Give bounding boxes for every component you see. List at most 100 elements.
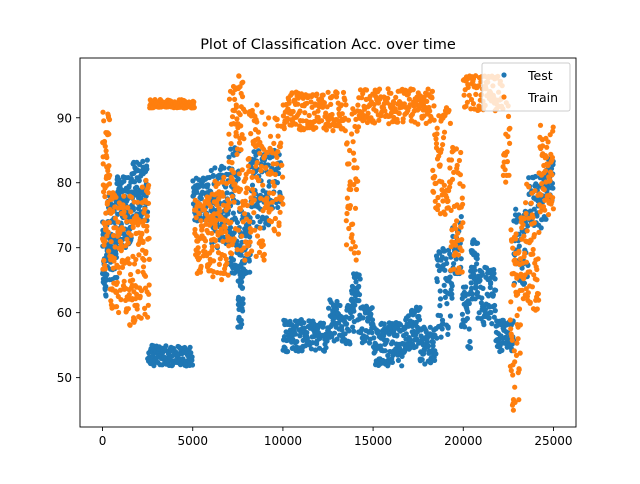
data-point-train: [142, 305, 148, 311]
data-point-test: [371, 335, 377, 341]
data-point-train: [461, 92, 467, 98]
data-point-train: [539, 181, 545, 187]
data-point-test: [449, 291, 455, 297]
data-point-train: [242, 198, 248, 204]
data-point-train: [132, 317, 138, 323]
data-point-train: [137, 293, 143, 299]
data-point-train: [441, 129, 448, 135]
data-point-train: [440, 135, 447, 141]
data-point-test: [538, 225, 544, 231]
data-point-train: [255, 129, 261, 135]
data-point-test: [274, 180, 280, 186]
data-point-train: [120, 202, 126, 208]
data-point-train: [312, 118, 318, 124]
data-point-train: [347, 147, 353, 154]
data-point-train: [385, 86, 391, 92]
data-point-train: [116, 309, 122, 316]
data-point-train: [254, 102, 260, 108]
data-point-test: [136, 178, 142, 184]
data-point-train: [143, 249, 149, 255]
data-point-test: [447, 274, 453, 280]
legend: Test Train: [481, 62, 571, 112]
data-point-train: [128, 232, 134, 238]
data-point-train: [223, 229, 229, 235]
data-point-train: [220, 179, 226, 185]
data-point-train: [127, 322, 133, 328]
data-point-train: [514, 275, 520, 281]
data-point-test: [486, 315, 492, 321]
data-point-train: [117, 287, 123, 293]
data-point-test: [356, 272, 362, 278]
data-point-train: [333, 94, 340, 100]
data-point-train: [219, 277, 225, 283]
data-point-train: [345, 117, 352, 123]
data-point-train: [458, 224, 464, 230]
data-point-train: [228, 141, 234, 147]
data-point-train: [455, 252, 461, 258]
data-point-test: [399, 353, 405, 359]
data-point-train: [456, 265, 462, 271]
data-point-train: [142, 273, 149, 279]
data-point-train: [136, 252, 142, 258]
data-point-train: [239, 132, 245, 138]
data-point-train: [517, 350, 523, 356]
data-point-train: [330, 128, 336, 134]
data-point-train: [135, 269, 141, 275]
data-point-test: [479, 271, 485, 277]
data-point-test: [312, 347, 319, 353]
data-point-train: [144, 228, 150, 234]
data-point-train: [112, 215, 118, 221]
data-point-train: [440, 142, 446, 148]
data-point-test: [239, 279, 245, 285]
data-point-train: [244, 202, 250, 209]
data-point-test: [492, 308, 498, 314]
data-point-train: [260, 242, 266, 248]
data-point-test: [465, 309, 471, 315]
data-point-train: [434, 125, 440, 131]
data-point-train: [466, 92, 472, 98]
legend-marker-train: [501, 94, 507, 100]
data-point-train: [355, 250, 361, 256]
data-point-train: [321, 100, 327, 106]
data-point-train: [130, 224, 136, 230]
data-point-train: [251, 191, 257, 197]
data-point-train: [323, 127, 329, 133]
data-point-test: [350, 285, 356, 291]
data-point-test: [188, 350, 194, 356]
data-point-train: [527, 269, 533, 275]
data-point-train: [138, 288, 145, 294]
data-point-train: [376, 86, 383, 92]
data-point-test: [234, 219, 240, 226]
data-point-test: [247, 269, 253, 275]
data-point-train: [342, 128, 348, 134]
data-point-train: [120, 226, 126, 232]
data-point-train: [125, 306, 131, 312]
data-point-train: [106, 181, 113, 187]
data-point-train: [130, 277, 136, 283]
data-point-test: [492, 302, 498, 309]
data-point-train: [518, 271, 524, 277]
data-point-train: [250, 186, 256, 193]
data-point-test: [162, 347, 169, 353]
data-point-train: [141, 257, 147, 263]
data-point-train: [267, 133, 274, 139]
data-point-train: [458, 149, 464, 156]
data-point-train: [246, 155, 252, 162]
data-point-train: [113, 225, 119, 231]
data-point-train: [249, 107, 255, 114]
data-point-test: [492, 276, 498, 282]
data-point-train: [523, 259, 530, 265]
data-point-test: [433, 351, 439, 357]
data-point-test: [531, 206, 537, 212]
data-point-test: [230, 257, 237, 263]
data-point-test: [360, 315, 366, 321]
data-point-train: [237, 135, 243, 141]
data-point-train: [355, 102, 361, 108]
data-point-train: [212, 225, 218, 231]
data-point-train: [506, 172, 512, 178]
data-point-train: [349, 232, 355, 238]
data-point-train: [430, 167, 436, 173]
data-point-train: [509, 238, 515, 244]
data-point-test: [491, 314, 497, 320]
data-point-test: [144, 157, 150, 163]
